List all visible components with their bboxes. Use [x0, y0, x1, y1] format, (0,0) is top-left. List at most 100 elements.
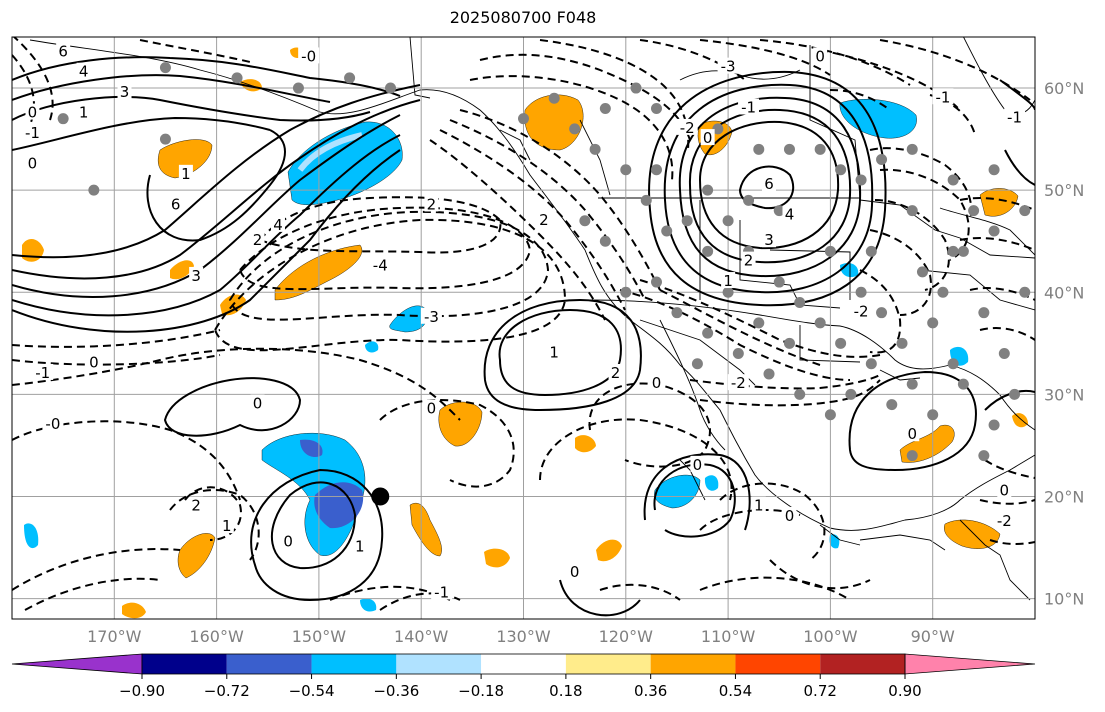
- station-dot: [814, 317, 826, 329]
- contour-label: 0: [283, 532, 293, 550]
- station-dot: [998, 348, 1010, 360]
- station-dot: [896, 337, 908, 349]
- contour-label: 1: [723, 272, 733, 290]
- station-dot: [681, 215, 693, 227]
- station-dots: [57, 62, 1031, 462]
- station-dot: [978, 307, 990, 319]
- contour-label-bg: [352, 537, 367, 554]
- station-dot: [876, 307, 888, 319]
- contour-label: 2: [539, 211, 549, 229]
- station-dot: [518, 113, 529, 125]
- longitude-labels: 170°W 160°W 150°W 140°W 130°W 120°W 110°W 100°W…: [87, 627, 955, 646]
- station-dot: [753, 317, 765, 329]
- contour-label: 0: [427, 400, 437, 418]
- contour-label-bg: [420, 307, 442, 324]
- station-dot: [722, 286, 734, 298]
- colorbar-segment: [820, 654, 905, 674]
- contour-label-bg: [905, 425, 920, 442]
- station-dot: [957, 378, 969, 390]
- station-dot: [988, 225, 1000, 237]
- contour-label-bg: [424, 399, 439, 416]
- contour-label-bg: [250, 394, 265, 411]
- station-dot: [569, 123, 581, 135]
- station-dot: [702, 245, 714, 257]
- longitude-label: 150°W: [292, 627, 347, 646]
- contour-label-bg: [762, 175, 777, 192]
- contour-label: -2: [854, 303, 869, 321]
- colorbar-tick-label: 0.18: [549, 682, 582, 700]
- latitude-label: 30°N: [1044, 385, 1084, 404]
- contour-label-bg: [21, 124, 43, 140]
- station-dot: [957, 245, 969, 257]
- contour-label: 2: [744, 252, 754, 270]
- contour-label: 2: [253, 231, 263, 249]
- station-dot: [599, 235, 611, 247]
- station-dot: [947, 245, 959, 257]
- blue-region: [389, 305, 429, 333]
- station-dot: [159, 133, 171, 145]
- contour-label-bg: [997, 481, 1012, 498]
- station-dot: [906, 143, 918, 155]
- station-dot: [630, 82, 642, 94]
- colorbar-tick-label: −0.36: [373, 682, 419, 700]
- station-dot: [824, 409, 836, 421]
- orange-region: [944, 519, 1001, 549]
- contour-label: 0: [89, 354, 99, 372]
- station-dot: [661, 225, 673, 237]
- station-dot: [937, 286, 949, 298]
- contour-label-bg: [42, 415, 64, 431]
- contour-label-bg: [993, 512, 1015, 528]
- contour-label: 0: [1000, 481, 1010, 499]
- contour-label-bg: [76, 103, 91, 120]
- lightblue-region: [297, 132, 363, 172]
- colorbar-segment: [226, 654, 312, 674]
- contour-label: 1: [754, 497, 764, 515]
- latitude-label: 60°N: [1044, 79, 1084, 98]
- longitude-label: 170°W: [87, 627, 142, 646]
- station-dot: [702, 327, 714, 339]
- blue-region: [654, 474, 701, 509]
- station-dot: [876, 154, 888, 166]
- contour-label: 1: [355, 538, 365, 556]
- latitude-label: 10°N: [1044, 590, 1084, 609]
- contour-label-bg: [219, 517, 234, 534]
- contour-label: 0: [28, 104, 38, 122]
- station-dot: [1019, 205, 1031, 217]
- station-dot: [702, 184, 714, 196]
- colorbar-extend-low: [11, 653, 143, 675]
- colorbar-segment: [650, 654, 736, 674]
- cyclone-position-marker: [371, 487, 390, 506]
- station-dot: [599, 102, 611, 114]
- contour-label: 0: [652, 374, 662, 392]
- contour-label-bg: [76, 62, 91, 79]
- station-dot: [589, 143, 601, 155]
- longitude-label: 120°W: [599, 627, 654, 646]
- station-dot: [835, 164, 847, 176]
- station-dot: [865, 245, 877, 257]
- colorbar-tick-label: −0.90: [119, 682, 165, 700]
- contour-label: -0: [301, 47, 316, 65]
- colorbar-segment: [142, 654, 227, 674]
- contour-label: 4: [273, 216, 283, 234]
- contour-label: -1: [1007, 109, 1022, 127]
- station-dot: [88, 184, 100, 196]
- contour-label-bg: [547, 343, 562, 360]
- orange-region: [575, 435, 596, 453]
- contour-label: 4: [785, 206, 795, 224]
- orange-region: [170, 260, 194, 280]
- orange-region: [979, 188, 1019, 217]
- contour-label-bg: [649, 374, 664, 391]
- contour-label: 2: [611, 364, 621, 382]
- station-dot: [671, 307, 683, 319]
- contour-label-bg: [25, 154, 40, 171]
- map-title: 2025080700 F048: [449, 8, 597, 27]
- orange-region: [1012, 413, 1028, 428]
- contour-label-bg: [850, 302, 872, 319]
- contour-label-bg: [32, 363, 54, 380]
- contour-label: -3: [721, 58, 736, 76]
- contour-label-bg: [117, 83, 132, 100]
- contour-label: 0: [785, 507, 795, 525]
- station-dot: [947, 358, 959, 370]
- station-dot: [855, 286, 867, 298]
- latitude-label: 50°N: [1044, 181, 1084, 200]
